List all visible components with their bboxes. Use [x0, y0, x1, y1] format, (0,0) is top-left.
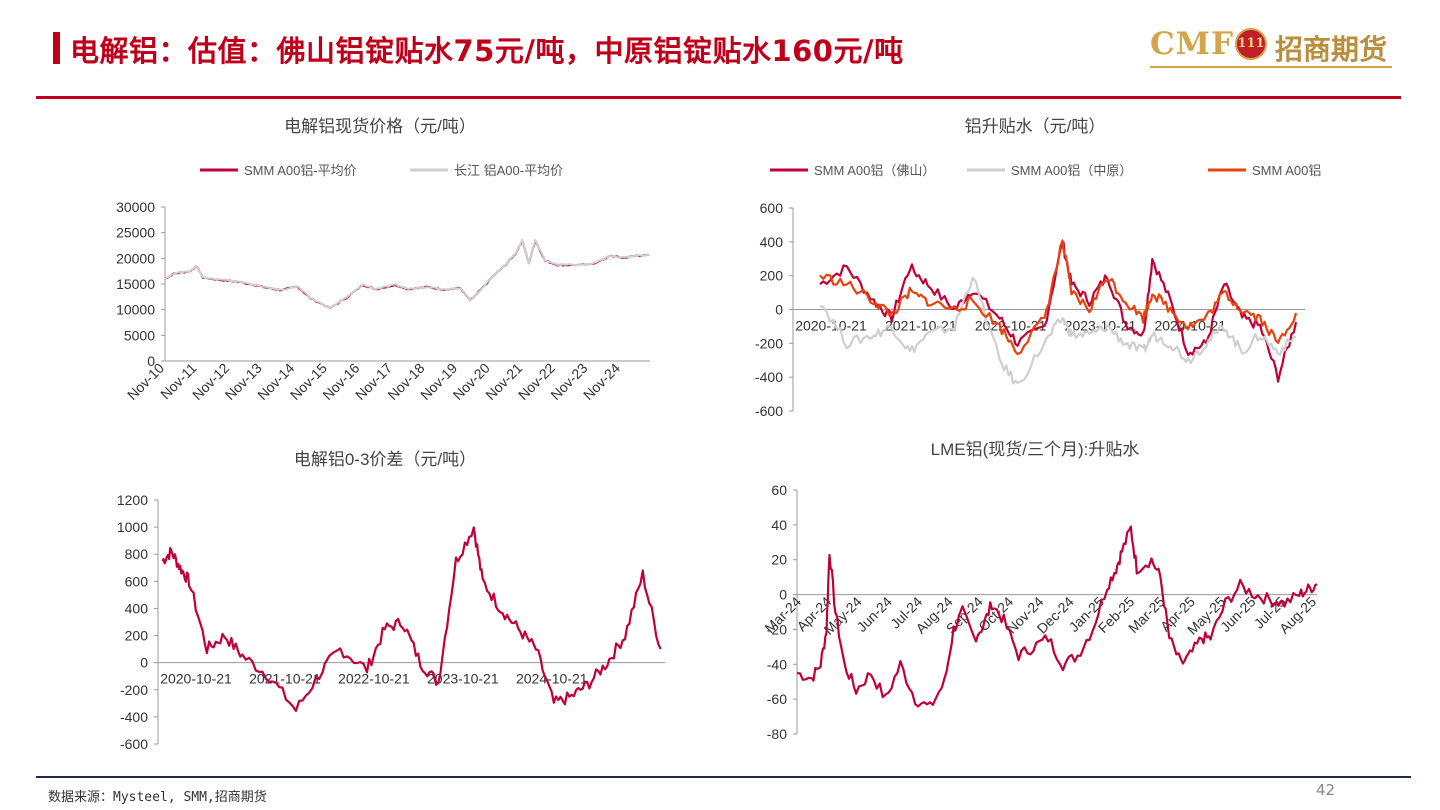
- y-tick-label: -20: [767, 621, 787, 637]
- y-tick-label: 1000: [117, 519, 148, 535]
- chart-title: LME铝(现货/三个月):升贴水: [931, 440, 1140, 459]
- y-tick-label: 20000: [116, 250, 155, 266]
- x-tick-label: 2023-10-21: [427, 671, 499, 687]
- y-tick-label: 600: [760, 200, 784, 216]
- series-line: [161, 526, 662, 712]
- page-title: 电解铝：估值：佛山铝锭贴水75元/吨，中原铝锭贴水160元/吨: [70, 34, 904, 68]
- y-tick-label: -400: [120, 709, 148, 725]
- series-line: [164, 239, 650, 310]
- chart-title: 铝升贴水（元/吨）: [965, 117, 1106, 136]
- y-tick-label: -400: [755, 369, 783, 385]
- series-line: [164, 238, 650, 309]
- y-tick-label: 0: [140, 655, 148, 671]
- y-tick-label: 5000: [124, 327, 155, 343]
- data-source-note: 数据来源：Mysteel, SMM,招商期货: [48, 790, 267, 805]
- footer-divider: [36, 776, 1411, 778]
- y-tick-label: 0: [779, 587, 787, 603]
- x-tick-label: 2021-10-21: [249, 671, 321, 687]
- premium-discount-chart: 铝升贴水（元/吨） SMM A00铝（佛山） SMM A00铝（中原） SMM A00…: [755, 117, 1321, 419]
- y-tick-label: -600: [755, 403, 783, 419]
- x-tick-label: 2020-10-21: [160, 671, 232, 687]
- y-tick-label: 400: [760, 234, 784, 250]
- lme-premium-chart: LME铝(现货/三个月):升贴水6040200-20-40-60-80Mar-2…: [761, 440, 1319, 742]
- legend-label: SMM A00铝-平均价: [244, 163, 357, 178]
- y-tick-label: -60: [767, 691, 787, 707]
- legend-label: SMM A00铝: [1252, 163, 1321, 178]
- chart-title: 电解铝0-3价差（元/吨）: [294, 450, 476, 469]
- y-tick-label: 200: [760, 268, 784, 284]
- header-divider: [36, 96, 1401, 99]
- y-tick-label: -200: [755, 335, 783, 351]
- legend-label: SMM A00铝（中原）: [1011, 163, 1132, 178]
- y-tick-label: 400: [125, 600, 149, 616]
- y-tick-label: 40: [771, 517, 787, 533]
- x-tick-label: 2024-10-21: [516, 671, 588, 687]
- y-tick-label: -200: [120, 682, 148, 698]
- y-tick-label: 60: [771, 482, 787, 498]
- x-tick-label: Jun-24: [853, 593, 895, 635]
- logo-cmf-text: CMF: [1150, 26, 1234, 62]
- y-tick-label: -600: [120, 736, 148, 752]
- x-tick-label: 2022-10-21: [338, 671, 410, 687]
- x-tick-label: 2020-10-21: [795, 318, 867, 334]
- x-tick-label: Nov-24: [580, 360, 623, 403]
- y-tick-label: -40: [767, 656, 787, 672]
- series-line: [819, 241, 1298, 383]
- title-accent-bar: [53, 32, 60, 64]
- logo-underline: [1150, 66, 1392, 68]
- y-tick-label: 20: [771, 552, 787, 568]
- x-tick-label: 2021-10-21: [885, 318, 957, 334]
- y-tick-label: 800: [125, 546, 149, 562]
- spot-price-chart: 电解铝现货价格（元/吨） SMM A00铝-平均价 长江 铝A00-平均价 30000…: [116, 117, 650, 403]
- y-tick-label: 15000: [116, 276, 155, 292]
- page-number: 42: [1316, 781, 1336, 799]
- legend-label: 长江 铝A00-平均价: [454, 163, 563, 178]
- x-tick-label: Jun-25: [1217, 593, 1259, 635]
- legend-label: SMM A00铝（佛山）: [814, 163, 935, 178]
- y-tick-label: 600: [125, 573, 149, 589]
- spread-chart: 电解铝0-3价差（元/吨） 1200 1000 800 600 400 200 0 -200 -4…: [117, 450, 665, 752]
- y-tick-label: 0: [775, 302, 783, 318]
- y-tick-label: -80: [767, 726, 787, 742]
- y-tick-label: 30000: [116, 199, 155, 215]
- series-line: [819, 276, 1297, 385]
- logo-emblem-icon: 111: [1235, 28, 1267, 60]
- chart-title: 电解铝现货价格（元/吨）: [284, 117, 476, 136]
- y-tick-label: 0: [147, 353, 155, 369]
- series-line: [796, 525, 1318, 708]
- brand-logo: CMF 111 招商期货: [1150, 24, 1395, 72]
- y-tick-label: 10000: [116, 302, 155, 318]
- y-tick-label: 200: [125, 628, 149, 644]
- logo-company-name: 招商期货: [1275, 33, 1388, 66]
- x-tick-label: Nov-10: [124, 360, 167, 403]
- y-tick-label: 1200: [117, 492, 148, 508]
- y-tick-label: 25000: [116, 225, 155, 241]
- series-line: [819, 239, 1298, 356]
